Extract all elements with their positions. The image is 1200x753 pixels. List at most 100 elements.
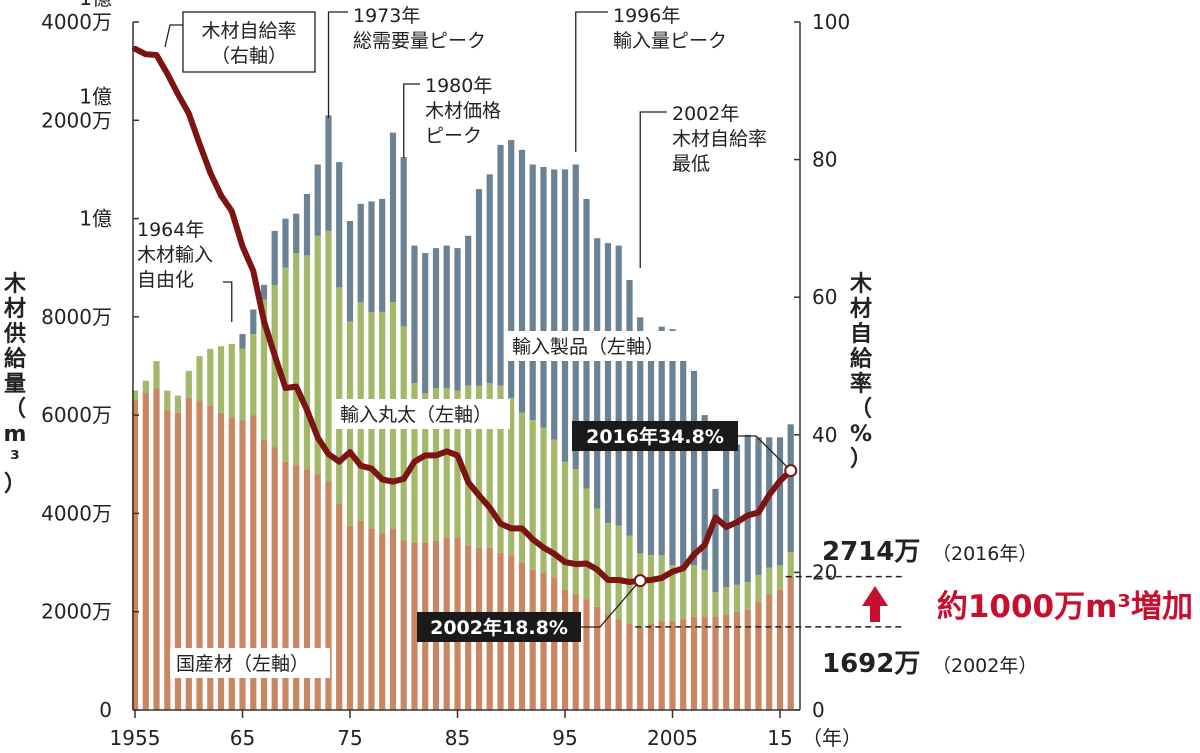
note-1980: 1980年 — [425, 75, 492, 97]
bar-1988-s2 — [486, 174, 493, 384]
bar-1977-s0 — [368, 528, 375, 710]
bar-1990-s2 — [508, 139, 515, 398]
callout-2016-leader — [738, 435, 789, 469]
axes: 02000万4000万6000万8000万1億1億2000万1億4000万020… — [41, 0, 862, 750]
bar-1960-s0 — [185, 397, 192, 710]
bar-1995-s2 — [561, 169, 569, 462]
x-tick-label: 1955 — [110, 726, 161, 750]
value-2002: 1692万 — [822, 649, 920, 679]
bar-1965-s0 — [239, 420, 246, 710]
bar-1971-s0 — [303, 469, 311, 710]
bar-1989-s1 — [497, 385, 504, 553]
bar-1976-s2 — [357, 203, 364, 303]
bar-1967-s0 — [260, 439, 268, 710]
bar-1958-s1 — [164, 390, 171, 411]
bar-1974-s2 — [336, 162, 343, 288]
bar-2013-s1 — [755, 574, 762, 602]
bar-1972-s2 — [314, 164, 321, 236]
bar-1989-s2 — [497, 144, 504, 386]
note-2002: 木材自給率 — [672, 128, 767, 150]
x-tick-label: 95 — [552, 726, 577, 750]
callout-2002-box — [417, 612, 581, 642]
callout-2016-box — [572, 421, 738, 451]
bar-1979-s2 — [389, 132, 397, 303]
bar-1980-s1 — [400, 326, 407, 541]
bar-1973-s2 — [325, 115, 332, 231]
bar-2001-s2 — [626, 280, 633, 536]
bar-1981-s0 — [411, 542, 418, 710]
note-2002-leader — [639, 111, 667, 268]
bar-1987-s2 — [475, 189, 483, 386]
left-tick-label: 1億 — [79, 0, 112, 10]
note-1964: 自由化 — [137, 269, 194, 291]
callout-2002-leader — [581, 583, 638, 628]
bar-2008-s0 — [701, 616, 708, 710]
note-1964: 木材輸入 — [137, 244, 213, 266]
bar-1973-s1 — [325, 230, 332, 482]
bar-1977-s2 — [368, 201, 375, 312]
left-tick-label: 4000万 — [41, 501, 112, 525]
marker-2016 — [784, 464, 798, 478]
rate-legend-text: 木材自給率 — [201, 20, 296, 42]
note-1973: 総需要量ピーク — [353, 30, 486, 52]
bar-1975-s2 — [346, 221, 354, 322]
value-2002-year: （2002年） — [932, 655, 1037, 677]
bar-1959-s1 — [174, 395, 182, 413]
bar-2002-s1 — [637, 553, 644, 627]
value-2016-year: （2016年） — [932, 543, 1037, 565]
bar-1965-s1 — [239, 348, 246, 421]
bar-1968-s2 — [271, 230, 278, 285]
bar-1998-s1 — [594, 508, 601, 607]
bar-2006-s0 — [680, 619, 687, 710]
bar-1994-s1 — [551, 439, 558, 578]
bar-2004-s1 — [658, 555, 665, 622]
label-imports-products: 輸入製品（左軸） — [512, 336, 664, 358]
bar-2015-s0 — [776, 589, 784, 710]
value-2016: 2714万 — [822, 537, 920, 567]
bar-1966-s2 — [250, 309, 257, 335]
label-domestic-bg — [170, 648, 330, 678]
note-1973-leader — [327, 11, 348, 118]
bar-2013-s0 — [755, 601, 762, 710]
bar-2000-s0 — [615, 619, 622, 710]
note-2002: 2002年 — [672, 103, 739, 125]
bar-2000-s2 — [615, 245, 622, 526]
note-1980: 木材価格 — [425, 100, 501, 122]
bar-1998-s0 — [594, 606, 601, 710]
bar-1955-s0 — [131, 400, 139, 710]
x-tick-label: 85 — [445, 726, 470, 750]
rate-legend-leader — [164, 24, 183, 48]
bar-1982-s2 — [422, 253, 429, 394]
note-1996: 1996年 — [613, 5, 680, 27]
bar-1993-s1 — [540, 427, 547, 573]
right-axis-title: 木材自給率（%） — [849, 272, 873, 472]
left-axis-title: 木材供給量（m ³） — [3, 272, 27, 497]
bar-2007-s2 — [690, 370, 698, 565]
bar-1992-s2 — [529, 164, 536, 420]
note-2002: 最低 — [672, 153, 710, 175]
label-imports-logs-bg — [334, 399, 510, 429]
rate-legend-text: （右軸） — [211, 45, 287, 67]
bar-1980-s0 — [400, 540, 407, 710]
bar-2004-s0 — [658, 621, 665, 710]
bar-1984-s2 — [443, 245, 450, 389]
x-tick-label: 2005 — [647, 726, 698, 750]
bar-2012-s0 — [744, 609, 751, 710]
bar-2010-s2 — [723, 442, 730, 588]
bar-2016-s2 — [787, 424, 794, 553]
bar-1965-s2 — [239, 334, 246, 349]
left-tick-label: 1億 — [79, 84, 112, 108]
bar-1982-s1 — [422, 393, 429, 543]
note-1980: ピーク — [425, 125, 482, 147]
bar-2015-s2 — [776, 437, 784, 566]
bar-2005-s1 — [669, 565, 676, 622]
left-tick-label: 0 — [99, 698, 112, 722]
self-sufficiency-line — [132, 45, 798, 588]
bar-1995-s0 — [561, 589, 569, 710]
bar-2010-s1 — [723, 587, 730, 615]
bar-2016-s1 — [787, 552, 794, 577]
bar-1988-s1 — [486, 383, 493, 548]
bar-1971-s2 — [303, 194, 311, 256]
bar-1968-s1 — [271, 284, 278, 448]
